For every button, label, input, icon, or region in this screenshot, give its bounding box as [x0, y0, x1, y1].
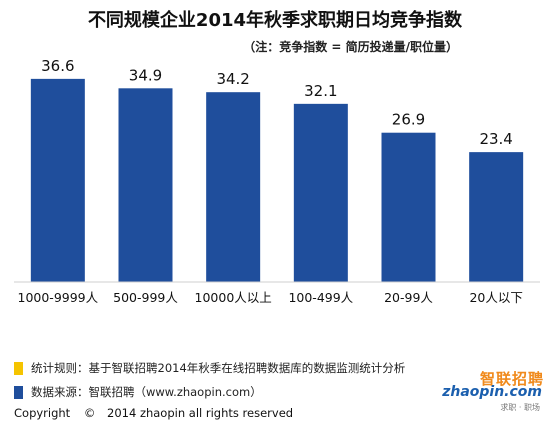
bar-value-label-1: 34.9	[129, 66, 162, 84]
bar-value-label-4: 26.9	[392, 111, 425, 129]
category-label-2: 10000人以上	[195, 290, 272, 305]
bar-value-label-2: 34.2	[216, 70, 249, 88]
chart-title: 不同规模企业2014年秋季求职期日均竞争指数	[87, 10, 463, 31]
logo-subtext: 求职 · 职场	[500, 403, 540, 412]
logo-english: zhaopin.com	[442, 384, 542, 400]
copyright-notice: Copyright © 2014 zhaopin all rights rese…	[14, 406, 295, 420]
bar-value-label-0: 36.6	[41, 57, 74, 75]
bar-1	[118, 88, 173, 283]
category-label-1: 500-999人	[113, 290, 178, 305]
category-label-3: 100-499人	[288, 290, 353, 305]
bar-4	[381, 132, 436, 282]
bar-5	[469, 152, 524, 282]
legend-item-source: 数据来源：智联招聘（www.zhaopin.com）	[14, 384, 262, 400]
bar-chart: 36.6 1000-9999人 34.9 500-999人 34.2 10000人以上 32…	[14, 57, 540, 305]
legend-text-source: 数据来源：智联招聘（www.zhaopin.com）	[31, 385, 262, 399]
bars-group: 36.6 1000-9999人 34.9 500-999人 34.2 10000人以上 32…	[18, 57, 524, 305]
bar-2	[206, 92, 261, 282]
chart-subtitle: （注：竞争指数 = 简历投递量/职位量）	[243, 40, 458, 54]
bar-value-label-3: 32.1	[304, 82, 337, 100]
logo-chinese: 智联招聘	[479, 370, 544, 388]
bar-0	[30, 78, 85, 283]
zhaopin-logo: 智联招聘 zhaopin.com 求职 · 职场	[442, 368, 548, 416]
category-label-0: 1000-9999人	[18, 290, 99, 305]
bar-3	[293, 103, 348, 282]
bar-value-label-5: 23.4	[479, 130, 512, 148]
category-label-4: 20-99人	[384, 290, 433, 305]
legend-swatch-yellow	[14, 361, 23, 375]
legend-text-rule: 统计规则：基于智联招聘2014年秋季在线招聘数据库的数据监测统计分析	[31, 361, 406, 375]
legend-swatch-blue	[14, 385, 23, 399]
copyright-symbol: ©	[83, 406, 96, 420]
category-label-5: 20人以下	[469, 290, 522, 305]
copyright-word: Copyright	[14, 406, 71, 420]
legend-item-rule: 统计规则：基于智联招聘2014年秋季在线招聘数据库的数据监测统计分析	[14, 360, 405, 376]
copyright-text: 2014 zhaopin all rights reserved	[107, 406, 294, 420]
